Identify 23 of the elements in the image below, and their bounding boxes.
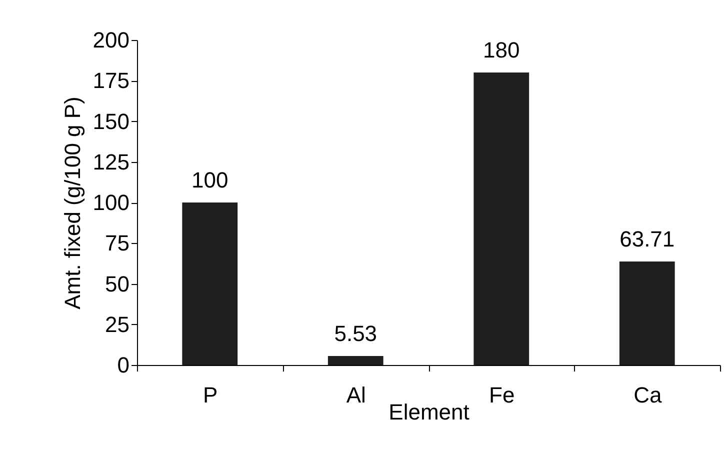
x-tick-label: Al — [346, 382, 366, 408]
x-tick-label: P — [203, 382, 218, 408]
data-label: 180 — [483, 38, 520, 62]
y-tick-label: 50 — [105, 271, 130, 296]
x-tick-label: Fe — [489, 382, 515, 408]
y-axis-title: Amt. fixed (g/100 g P) — [60, 96, 85, 310]
y-tick-label: 25 — [105, 312, 130, 337]
y-tick-label: 100 — [92, 190, 130, 215]
bar — [328, 356, 384, 365]
x-axis-title: Element — [388, 400, 470, 424]
bar — [182, 202, 238, 365]
y-tick-label: 0 — [117, 352, 130, 378]
y-tick-label: 150 — [92, 108, 130, 134]
data-label: 100 — [192, 168, 228, 192]
y-tick-label: 175 — [92, 68, 130, 94]
x-tick-label: Ca — [634, 382, 662, 408]
data-label: 63.71 — [620, 226, 675, 252]
y-tick-label: 125 — [92, 149, 130, 174]
bar — [474, 72, 530, 365]
data-label: 5.53 — [334, 321, 378, 346]
y-tick-label: 200 — [92, 28, 130, 52]
bar — [619, 261, 675, 365]
y-tick-label: 75 — [105, 230, 130, 256]
